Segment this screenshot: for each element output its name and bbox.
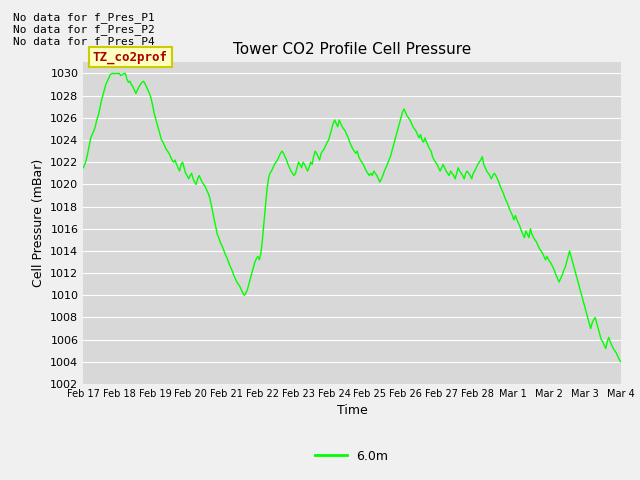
Text: TZ_co2prof: TZ_co2prof bbox=[93, 50, 168, 64]
Y-axis label: Cell Pressure (mBar): Cell Pressure (mBar) bbox=[31, 159, 45, 288]
Text: No data for f_Pres_P2: No data for f_Pres_P2 bbox=[13, 24, 154, 35]
X-axis label: Time: Time bbox=[337, 405, 367, 418]
Text: No data for f_Pres_P1: No data for f_Pres_P1 bbox=[13, 12, 154, 23]
Title: Tower CO2 Profile Cell Pressure: Tower CO2 Profile Cell Pressure bbox=[233, 42, 471, 57]
Text: No data for f_Pres_P4: No data for f_Pres_P4 bbox=[13, 36, 154, 47]
Legend: 6.0m: 6.0m bbox=[310, 445, 394, 468]
